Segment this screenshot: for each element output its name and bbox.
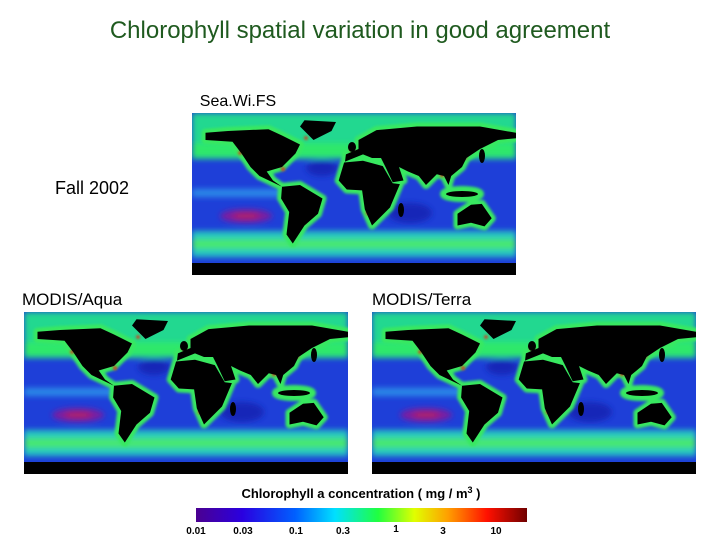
- colorbar-tick-label: 0.01: [186, 526, 206, 537]
- panel-label: Sea.Wi.FS: [200, 93, 276, 110]
- panel-label: MODIS/Aqua: [22, 290, 123, 309]
- panel-label: MODIS/Terra: [372, 290, 472, 309]
- colorbar-title: Chlorophyll a concentration ( mg / m3 ): [241, 485, 480, 501]
- colorbar-tick-label: 0.03: [233, 526, 253, 537]
- seawifs-map: [192, 113, 516, 275]
- colorbar: [196, 508, 527, 522]
- colorbar-title-text: Chlorophyll a concentration ( mg / m: [241, 486, 467, 501]
- modis-aqua-map: [24, 312, 348, 474]
- colorbar-tick-label: 0.3: [336, 526, 350, 537]
- colorbar-tick-label: 1: [393, 524, 399, 535]
- modis-terra-map: [372, 312, 696, 474]
- season-label: Fall 2002: [55, 178, 129, 198]
- colorbar-ticks: 0.01 0.03 0.1 0.3 1 3 10: [186, 524, 502, 537]
- colorbar-tick-label: 10: [490, 526, 502, 537]
- colorbar-tick-label: 0.1: [289, 526, 303, 537]
- colorbar-title-end: ): [473, 486, 481, 501]
- colorbar-tick-label: 3: [440, 526, 446, 537]
- slide-title: Chlorophyll spatial variation in good ag…: [110, 17, 611, 44]
- colorbar-title-sup: 3: [468, 485, 473, 495]
